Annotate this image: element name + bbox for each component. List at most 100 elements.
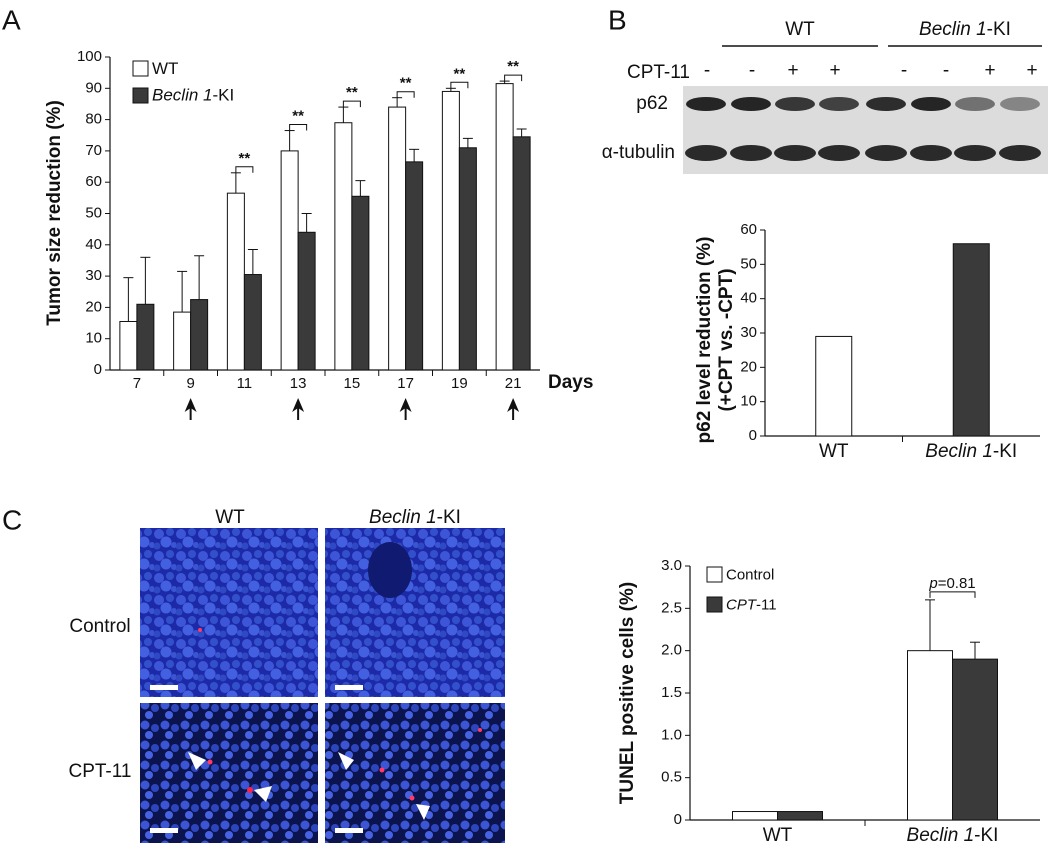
blot-group: WT [785,19,815,40]
x-tick-label: 9 [186,375,194,392]
annotation: ** [239,150,251,167]
tunel-signal [379,767,385,773]
legend-label: CPT-11 [726,596,777,613]
arrowhead [292,398,305,412]
y-tick-label: 60 [740,221,757,238]
tunel-signal [207,759,213,765]
band [686,97,726,111]
y-tick-label: 1.5 [661,684,682,701]
x-tick-label: 21 [505,375,522,392]
tissue-void [368,542,412,598]
y-tick-label: 40 [85,236,102,253]
y-tick-label: 10 [85,330,102,347]
legend-label: Beclin 1-KI [152,86,234,105]
y-tick-label: 70 [85,142,102,159]
arrowhead [254,786,272,802]
band [1000,97,1040,111]
treatment-sign: + [1026,60,1037,81]
bar [334,122,353,371]
bracket [396,91,415,98]
y-tick-label: 90 [85,79,102,96]
bar [280,150,299,371]
bracket [929,591,976,598]
y-axis-title: (+CPT vs. -CPT) [716,268,737,411]
annotation: ** [454,65,466,82]
band [999,145,1041,161]
micrograph [325,528,505,697]
panel-label: A [2,4,21,35]
legend-label: WT [152,59,178,78]
legend-swatch [706,566,723,583]
bar [119,320,138,371]
y-tick-label: 50 [85,204,102,221]
x-tick-label: 15 [344,375,361,392]
y-tick-label: 20 [740,358,757,375]
legend-swatch [706,596,723,613]
bar [495,83,514,371]
y-tick-label: 1.0 [661,726,682,743]
y-tick-label: 50 [740,255,757,272]
y-tick-label: 2.0 [661,642,682,659]
bar [458,147,477,371]
treatment-sign: + [984,60,995,81]
blot-row-label: p62 [636,93,668,114]
bracket [342,100,361,108]
x-tick-label: 17 [397,375,414,392]
y-tick-label: 0 [749,427,757,444]
bar [777,811,823,821]
band [685,145,727,161]
y-tick-label: 60 [85,173,102,190]
bar [512,136,531,371]
scale-bar [335,685,363,690]
blot-group: Beclin 1-KI [919,19,1011,40]
x-axis-title: Days [548,372,593,393]
x-tick-label: 7 [133,375,141,392]
row-label: CPT-11 [68,761,131,782]
arrowhead [507,398,520,412]
y-axis-title: p62 level reduction (%) [694,237,715,444]
treatment-sign: + [787,60,798,81]
y-axis-title: Tumor size reduction (%) [44,100,65,326]
x-tick-label: WT [763,825,793,846]
x-tick-label: 13 [290,375,307,392]
y-tick-label: 0 [674,811,682,828]
y-axis-title: TUNEL positive cells (%) [617,582,638,804]
legend-label: Control [726,566,774,583]
micrograph [140,528,318,697]
annotation: p=0.81 [928,575,975,592]
y-tick-label: 100 [77,48,102,65]
x-tick-label: WT [819,441,849,462]
band [866,97,906,111]
bracket [289,124,308,131]
band [865,145,907,161]
treatment-sign: - [901,60,907,81]
y-tick-label: 3.0 [661,557,682,574]
bar [351,195,370,371]
tunel-signal [198,628,202,632]
bar [952,658,998,821]
y-tick-label: 0.5 [661,769,682,786]
bracket [504,74,523,82]
panel-label: C [2,504,22,535]
tunel-signal [247,787,253,793]
annotation: ** [400,75,412,92]
legend-swatch [132,60,149,77]
panel-label: B [608,4,627,35]
arrowhead [338,752,354,770]
x-tick-label: 19 [451,375,468,392]
micrograph [140,703,318,843]
bar [297,231,316,371]
annotation: ** [346,84,358,101]
treatment-sign: - [704,60,710,81]
treatment-label: CPT-11 [627,62,690,83]
column-label: Beclin 1-KI [369,507,461,528]
band [955,97,995,111]
bar [190,299,209,371]
bar [136,303,155,371]
arrowhead [184,398,197,412]
x-tick-label: Beclin 1-KI [925,441,1017,462]
annotation: ** [507,58,519,75]
band [819,97,859,111]
arrowhead [188,752,206,770]
bar [732,811,778,821]
